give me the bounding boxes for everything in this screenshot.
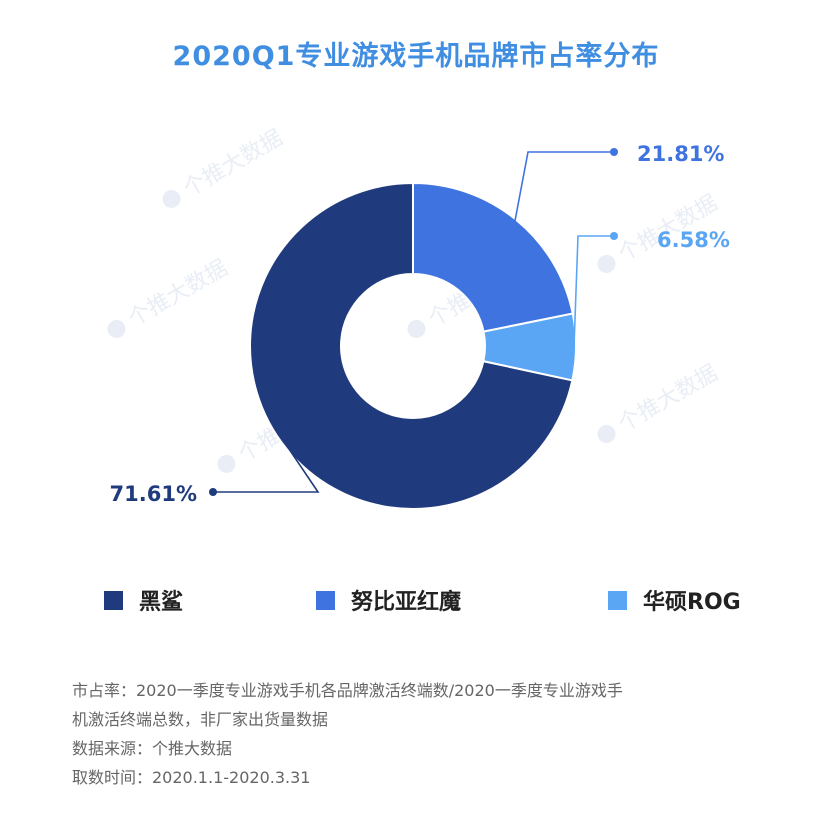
legend-label: 华硕ROG [643, 590, 741, 615]
footnote-line: 取数时间：2020.1.1-2020.3.31 [72, 768, 311, 787]
watermark-stamp: 个推大数据 [162, 126, 287, 208]
watermark-logo-icon [407, 319, 426, 338]
footnote-line: 机激活终端总数，非厂家出货量数据 [72, 710, 329, 729]
legend-swatch [104, 590, 123, 610]
watermark-text: 个推大数据 [124, 256, 232, 333]
watermark-stamp: 个推大数据 [597, 361, 722, 443]
donut-slice-0 [249, 181, 574, 510]
footnotes: 市占率：2020一季度专业游戏手机各品牌激活终端数/2020一季度专业游戏手 机… [72, 676, 812, 792]
watermark-text: 个推大数据 [614, 361, 722, 438]
leader-line-0 [213, 446, 320, 493]
legend-swatch [316, 590, 335, 610]
watermark-logo-icon [107, 319, 126, 338]
leader-dot-0 [209, 488, 217, 496]
footnote-line: 市占率：2020一季度专业游戏手机各品牌激活终端数/2020一季度专业游戏手 [72, 681, 623, 700]
legend-item-rog: 华硕ROG [608, 580, 741, 620]
leader-dot-1 [610, 148, 618, 156]
footnote-line: 数据来源：个推大数据 [72, 739, 233, 758]
leader-line-1 [514, 151, 614, 222]
percent-label-2: 6.58% [657, 228, 730, 252]
legend-label: 努比亚红魔 [351, 590, 462, 615]
watermark-logo-icon [162, 189, 181, 208]
percent-label-1: 21.81% [637, 142, 724, 166]
percent-label-0: 71.61% [110, 482, 197, 506]
donut-slice-1 [412, 181, 574, 333]
percent-labels: 21.81% 6.58% 71.61% [110, 142, 730, 506]
leader-lines [209, 148, 618, 496]
donut-slices [249, 181, 577, 510]
watermark-logo-icon [597, 424, 616, 443]
legend: 黑鲨 努比亚红魔 华硕ROG [0, 580, 832, 620]
donut-chart: 个推大数据个推大数据个推大数据个推大数据个推大数据个推大数据 21.81%6.5… [107, 126, 730, 510]
watermark-stamp: 个推大数据 [107, 256, 232, 338]
legend-item-nubia: 努比亚红魔 [316, 580, 461, 620]
watermark-logo-icon [597, 254, 616, 273]
leader-line-2 [573, 235, 614, 348]
watermark-text: 个推大数据 [179, 126, 287, 203]
chart-title: 2020Q1专业游戏手机品牌市占率分布 [172, 41, 660, 72]
leader-dot-2 [610, 232, 618, 240]
watermark-logo-icon [217, 454, 236, 473]
legend-item-heisha: 黑鲨 [104, 580, 183, 620]
legend-swatch [608, 590, 627, 610]
legend-label: 黑鲨 [139, 590, 184, 615]
